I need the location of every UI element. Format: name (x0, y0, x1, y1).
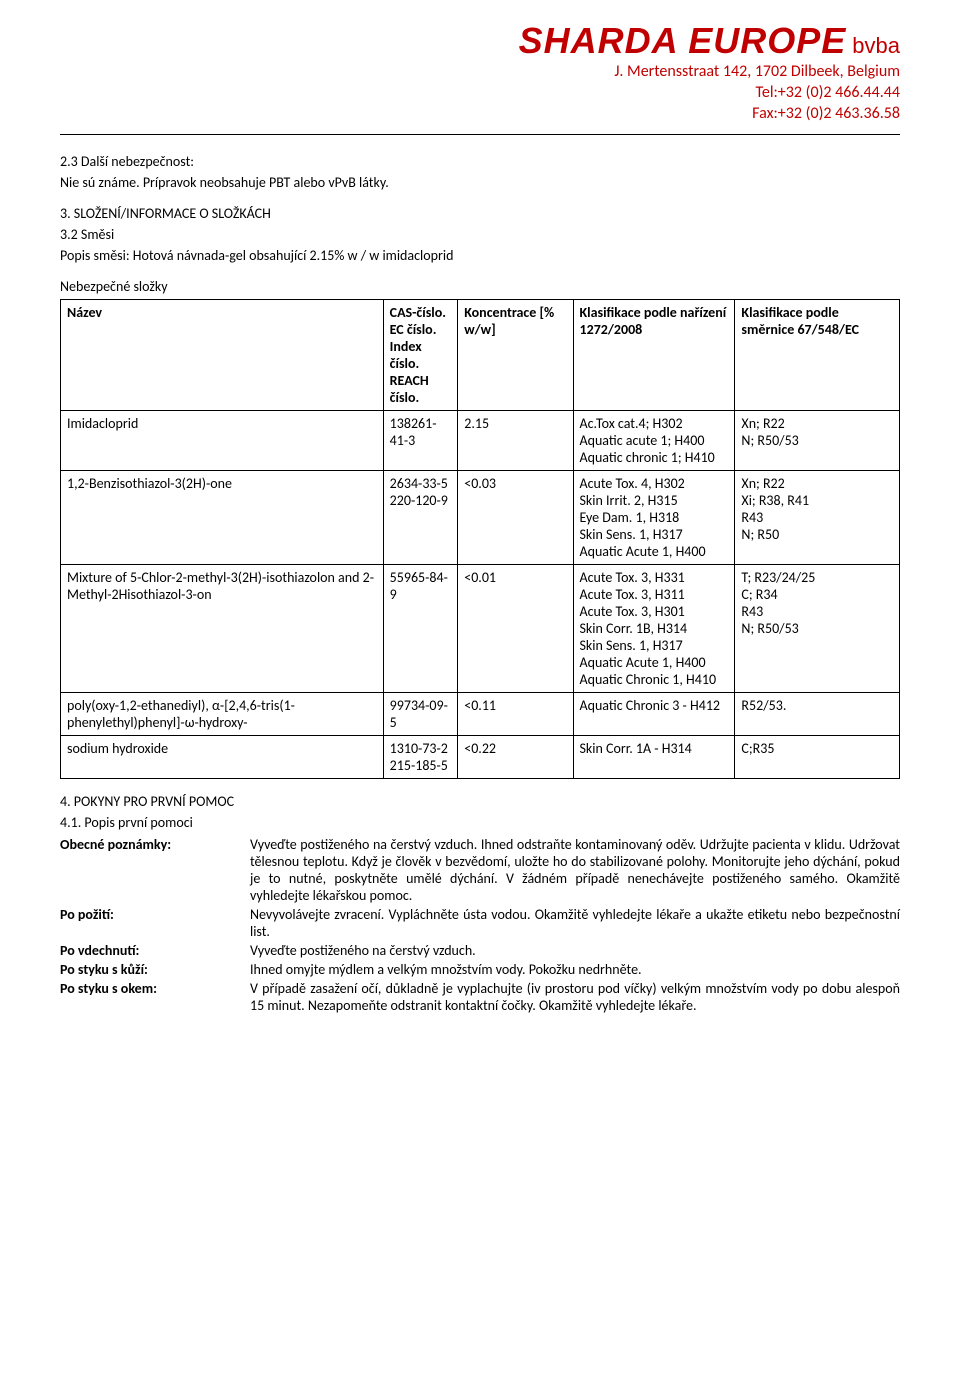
table-header-row: Název CAS-číslo. EC číslo. Index číslo. … (61, 300, 900, 411)
hazard-components-label: Nebezpečné složky (60, 278, 900, 295)
cell-clp: Acute Tox. 3, H331 Acute Tox. 3, H311 Ac… (573, 565, 735, 693)
th-clp: Klasifikace podle nařízení 1272/2008 (573, 300, 735, 411)
firstaid-row: Po styku s okem:V případě zasažení očí, … (60, 979, 900, 1015)
cell-dsd: Xn; R22 N; R50/53 (735, 411, 900, 471)
cell-clp: Aquatic Chronic 3 - H412 (573, 693, 735, 736)
firstaid-text: V případě zasažení očí, důkladně je vypl… (250, 979, 900, 1015)
section-3-title: 3. SLOŽENÍ/INFORMACE O SLOŽKÁCH (60, 205, 900, 222)
cell-name: Mixture of 5-Chlor-2-methyl-3(2H)-isothi… (61, 565, 384, 693)
th-name: Název (61, 300, 384, 411)
section-4: 4. POKYNY PRO PRVNÍ POMOC 4.1. Popis prv… (60, 793, 900, 1015)
firstaid-label: Po styku s okem: (60, 979, 250, 1015)
th-ids-text: CAS-číslo. EC číslo. Index číslo. REACH … (390, 304, 446, 406)
firstaid-label: Po styku s kůží: (60, 960, 250, 979)
cell-conc: <0.01 (458, 565, 573, 693)
firstaid-table: Obecné poznámky:Vyveďte postiženého na č… (60, 835, 900, 1015)
table-row: sodium hydroxide1310-73-2 215-185-5<0.22… (61, 736, 900, 779)
cell-name: poly(oxy-1,2-ethanediyl), α-[2,4,6-tris(… (61, 693, 384, 736)
cell-conc: 2.15 (458, 411, 573, 471)
firstaid-row: Po vdechnutí:Vyveďte postiženého na čers… (60, 941, 900, 960)
section-4-title: 4. POKYNY PRO PRVNÍ POMOC (60, 793, 900, 810)
th-dsd-text: Klasifikace podle směrnice 67/548/EC (741, 304, 859, 338)
section-2-3-line: Nie sú známe. Prípravok neobsahuje PBT a… (60, 174, 900, 191)
firstaid-label: Obecné poznámky: (60, 835, 250, 905)
cell-name: sodium hydroxide (61, 736, 384, 779)
cell-ids: 138261-41-3 (383, 411, 458, 471)
company-name: SHARDA EUROPEbvba (60, 20, 900, 62)
th-ids: CAS-číslo. EC číslo. Index číslo. REACH … (383, 300, 458, 411)
cell-ids: 1310-73-2 215-185-5 (383, 736, 458, 779)
table-row: poly(oxy-1,2-ethanediyl), α-[2,4,6-tris(… (61, 693, 900, 736)
company-name-small: bvba (852, 33, 900, 58)
section-2-3: 2.3 Další nebezpečnost: Nie sú známe. Pr… (60, 153, 900, 191)
th-name-text: Název (67, 304, 102, 321)
firstaid-text: Vyveďte postiženého na čerstvý vzduch. (250, 941, 900, 960)
table-body: Imidacloprid138261-41-32.15Ac.Tox cat.4;… (61, 411, 900, 779)
firstaid-text: Vyveďte postiženého na čerstvý vzduch. I… (250, 835, 900, 905)
company-tel: Tel:+32 (0)2 466.44.44 (60, 83, 900, 104)
section-3-sub: 3.2 Směsi (60, 226, 900, 243)
composition-table: Název CAS-číslo. EC číslo. Index číslo. … (60, 299, 900, 779)
cell-name: Imidacloprid (61, 411, 384, 471)
cell-name: 1,2-Benzisothiazol-3(2H)-one (61, 471, 384, 565)
cell-ids: 55965-84-9 (383, 565, 458, 693)
cell-ids: 2634-33-5 220-120-9 (383, 471, 458, 565)
cell-dsd: R52/53. (735, 693, 900, 736)
section-3: 3. SLOŽENÍ/INFORMACE O SLOŽKÁCH 3.2 Směs… (60, 205, 900, 264)
th-dsd: Klasifikace podle směrnice 67/548/EC (735, 300, 900, 411)
th-conc: Koncentrace [% w/w] (458, 300, 573, 411)
th-conc-text: Koncentrace [% w/w] (464, 304, 554, 338)
cell-conc: <0.22 (458, 736, 573, 779)
firstaid-body: Obecné poznámky:Vyveďte postiženého na č… (60, 835, 900, 1015)
company-fax: Fax:+32 (0)2 463.36.58 (60, 104, 900, 125)
cell-dsd: Xn; R22 Xi; R38, R41 R43 N; R50 (735, 471, 900, 565)
firstaid-row: Obecné poznámky:Vyveďte postiženého na č… (60, 835, 900, 905)
cell-conc: <0.03 (458, 471, 573, 565)
section-3-desc: Popis směsi: Hotová návnada-gel obsahují… (60, 247, 900, 264)
company-address: J. Mertensstraat 142, 1702 Dilbeek, Belg… (60, 62, 900, 83)
cell-clp: Ac.Tox cat.4; H302 Aquatic acute 1; H400… (573, 411, 735, 471)
cell-clp: Acute Tox. 4, H302 Skin Irrit. 2, H315 E… (573, 471, 735, 565)
header: SHARDA EUROPEbvba J. Mertensstraat 142, … (60, 20, 900, 124)
firstaid-row: Po požití:Nevyvolávejte zvracení. Vyplác… (60, 905, 900, 941)
firstaid-text: Nevyvolávejte zvracení. Vypláchněte ústa… (250, 905, 900, 941)
section-4-sub: 4.1. Popis první pomoci (60, 814, 900, 831)
section-2-3-title: 2.3 Další nebezpečnost: (60, 153, 900, 170)
cell-dsd: C;R35 (735, 736, 900, 779)
firstaid-label: Po požití: (60, 905, 250, 941)
cell-clp: Skin Corr. 1A - H314 (573, 736, 735, 779)
cell-ids: 99734-09-5 (383, 693, 458, 736)
firstaid-text: Ihned omyjte mýdlem a velkým množstvím v… (250, 960, 900, 979)
table-row: Imidacloprid138261-41-32.15Ac.Tox cat.4;… (61, 411, 900, 471)
firstaid-label: Po vdechnutí: (60, 941, 250, 960)
th-clp-text: Klasifikace podle nařízení 1272/2008 (580, 304, 727, 338)
header-divider (60, 134, 900, 135)
company-name-big: SHARDA EUROPE (519, 20, 847, 61)
page: SHARDA EUROPEbvba J. Mertensstraat 142, … (0, 0, 960, 1392)
cell-dsd: T; R23/24/25 C; R34 R43 N; R50/53 (735, 565, 900, 693)
table-row: Mixture of 5-Chlor-2-methyl-3(2H)-isothi… (61, 565, 900, 693)
cell-conc: <0.11 (458, 693, 573, 736)
firstaid-row: Po styku s kůží:Ihned omyjte mýdlem a ve… (60, 960, 900, 979)
table-row: 1,2-Benzisothiazol-3(2H)-one2634-33-5 22… (61, 471, 900, 565)
